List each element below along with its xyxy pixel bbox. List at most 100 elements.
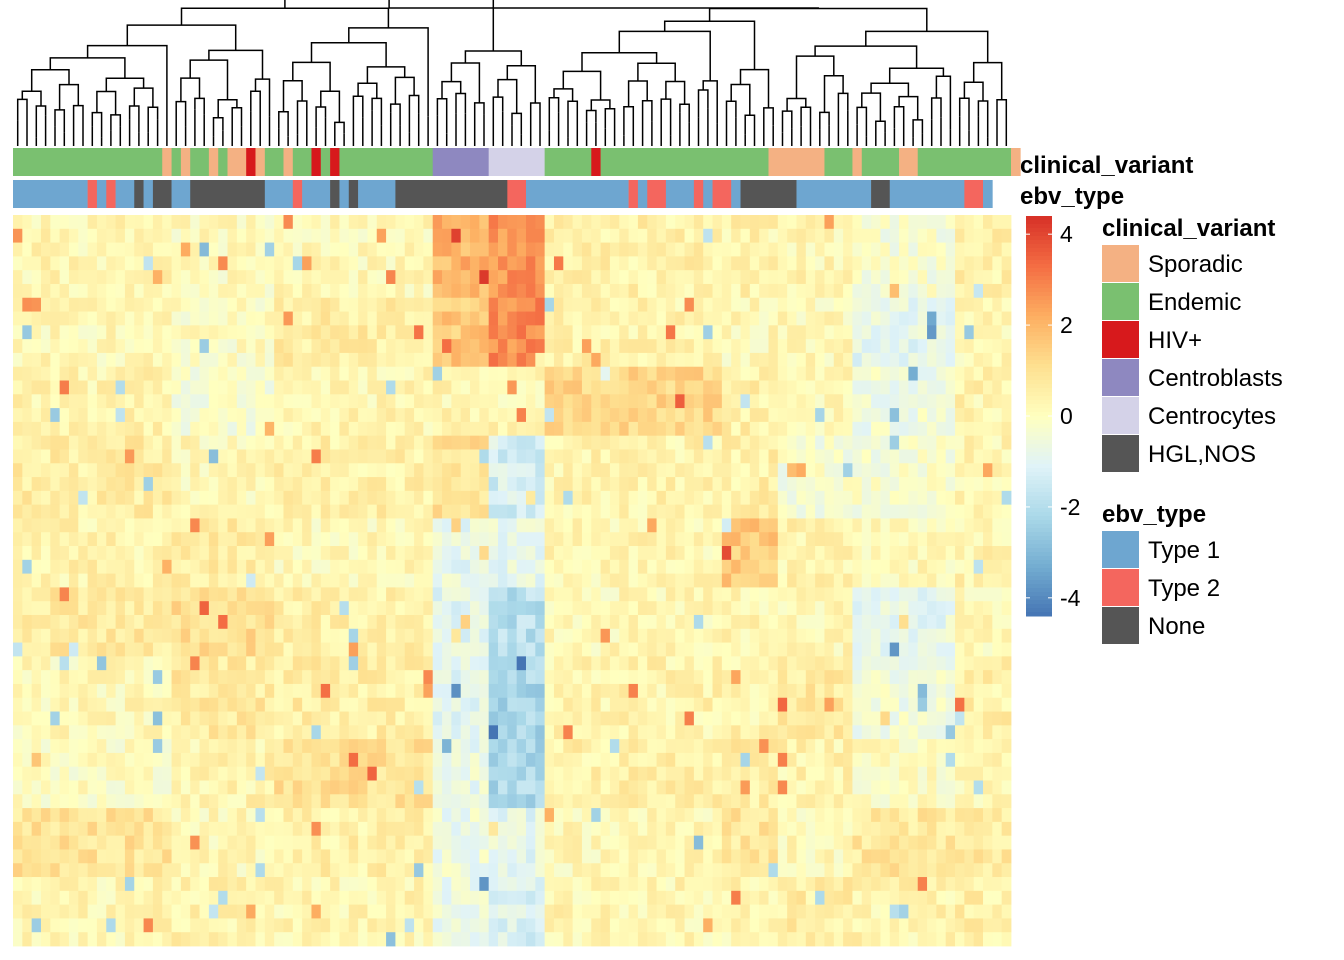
heatmap-cell [572,656,583,671]
heatmap-cell [40,477,51,492]
heatmap-cell [600,256,611,271]
heatmap-cell [721,366,732,381]
heatmap-cell [22,697,33,712]
heatmap-cell [386,242,396,257]
heatmap-cell [451,380,462,395]
heatmap-cell [721,918,732,933]
heatmap-cell [609,380,620,395]
heatmap-cell [78,366,89,381]
heatmap-cell [553,380,564,395]
heatmap-cell [507,739,518,754]
heatmap-cell [796,835,807,850]
heatmap-cell [13,863,23,878]
heatmap-cell [283,532,294,547]
heatmap-cell [208,242,219,257]
heatmap-cell [740,532,751,547]
heatmap-cell [656,808,667,823]
heatmap-cell [591,283,602,299]
heatmap-cell [143,256,154,271]
heatmap-cell [665,311,676,326]
heatmap-cell [759,890,769,906]
heatmap-cell [386,808,396,823]
heatmap-cell [460,380,471,395]
heatmap-cell [414,614,424,630]
heatmap-cell [171,670,182,685]
heatmap-cell [320,587,331,602]
heatmap-cell [227,890,238,906]
heatmap-cell [386,546,396,561]
heatmap-cell [302,490,312,506]
heatmap-cell [87,242,98,257]
heatmap-cell [106,283,116,299]
heatmap-cell [470,242,480,257]
heatmap-cell [749,849,760,864]
heatmap-cell [124,904,135,919]
heatmap-cell [777,628,788,643]
clinical-variant-cell [180,148,191,176]
heatmap-cell [721,242,732,257]
heatmap-cell [320,394,331,409]
heatmap-cell [442,339,452,354]
heatmap-cell [563,297,574,312]
clinical-variant-cell [768,148,825,176]
heatmap-cell [591,794,602,809]
heatmap-cell [264,421,275,437]
heatmap-cell [656,932,667,947]
heatmap-cell [367,587,378,602]
heatmap-cell [712,752,723,768]
heatmap-cell [348,904,359,919]
heatmap-cell [731,546,741,561]
heatmap-cell [740,683,751,699]
heatmap-cell [619,697,629,712]
heatmap-cell [50,421,61,437]
heatmap-cell [134,766,144,781]
heatmap-cell [535,890,546,906]
heatmap-cell [665,477,676,492]
heatmap-cell [684,766,695,781]
clinical-variant-cell [246,148,256,176]
heatmap-cell [386,656,396,671]
heatmap-cell [498,449,508,464]
heatmap-cell [600,808,611,823]
heatmap-cell [302,821,312,837]
heatmap-cell [581,490,592,506]
heatmap-cell [693,559,704,574]
heatmap-cell [777,808,788,823]
heatmap-cell [740,325,751,340]
heatmap-cell [414,849,424,864]
heatmap-cell [591,408,602,423]
heatmap-cell [330,780,340,795]
heatmap-cell [218,546,228,561]
heatmap-cell [479,587,490,602]
heatmap-cell [507,725,518,740]
heatmap-cell [656,394,667,409]
heatmap-cell [609,504,620,519]
heatmap-cell [13,559,23,574]
heatmap-cell [675,697,685,712]
heatmap-cell [152,242,163,257]
heatmap-cell [40,504,51,519]
dendrogram-branch [819,111,830,130]
heatmap-cell [498,394,508,409]
heatmap-cell [498,890,508,906]
heatmap-cell [87,697,98,712]
heatmap-cell [22,283,33,299]
heatmap-cell [759,477,769,492]
heatmap-cell [516,877,527,892]
heatmap-cell [591,587,602,602]
heatmap-cell [376,601,387,616]
heatmap-cell [414,932,424,947]
heatmap-cell [609,766,620,781]
heatmap-cell [488,532,499,547]
heatmap-cell [796,352,807,368]
heatmap-cell [31,601,42,616]
heatmap-cell [386,421,396,437]
heatmap-cell [292,490,303,506]
heatmap-cell [358,656,368,671]
heatmap-cell [414,490,424,506]
heatmap-cell [106,435,116,450]
heatmap-cell [432,435,443,450]
heatmap-cell [656,270,667,285]
heatmap-cell [535,215,546,230]
heatmap-cell [637,725,648,740]
